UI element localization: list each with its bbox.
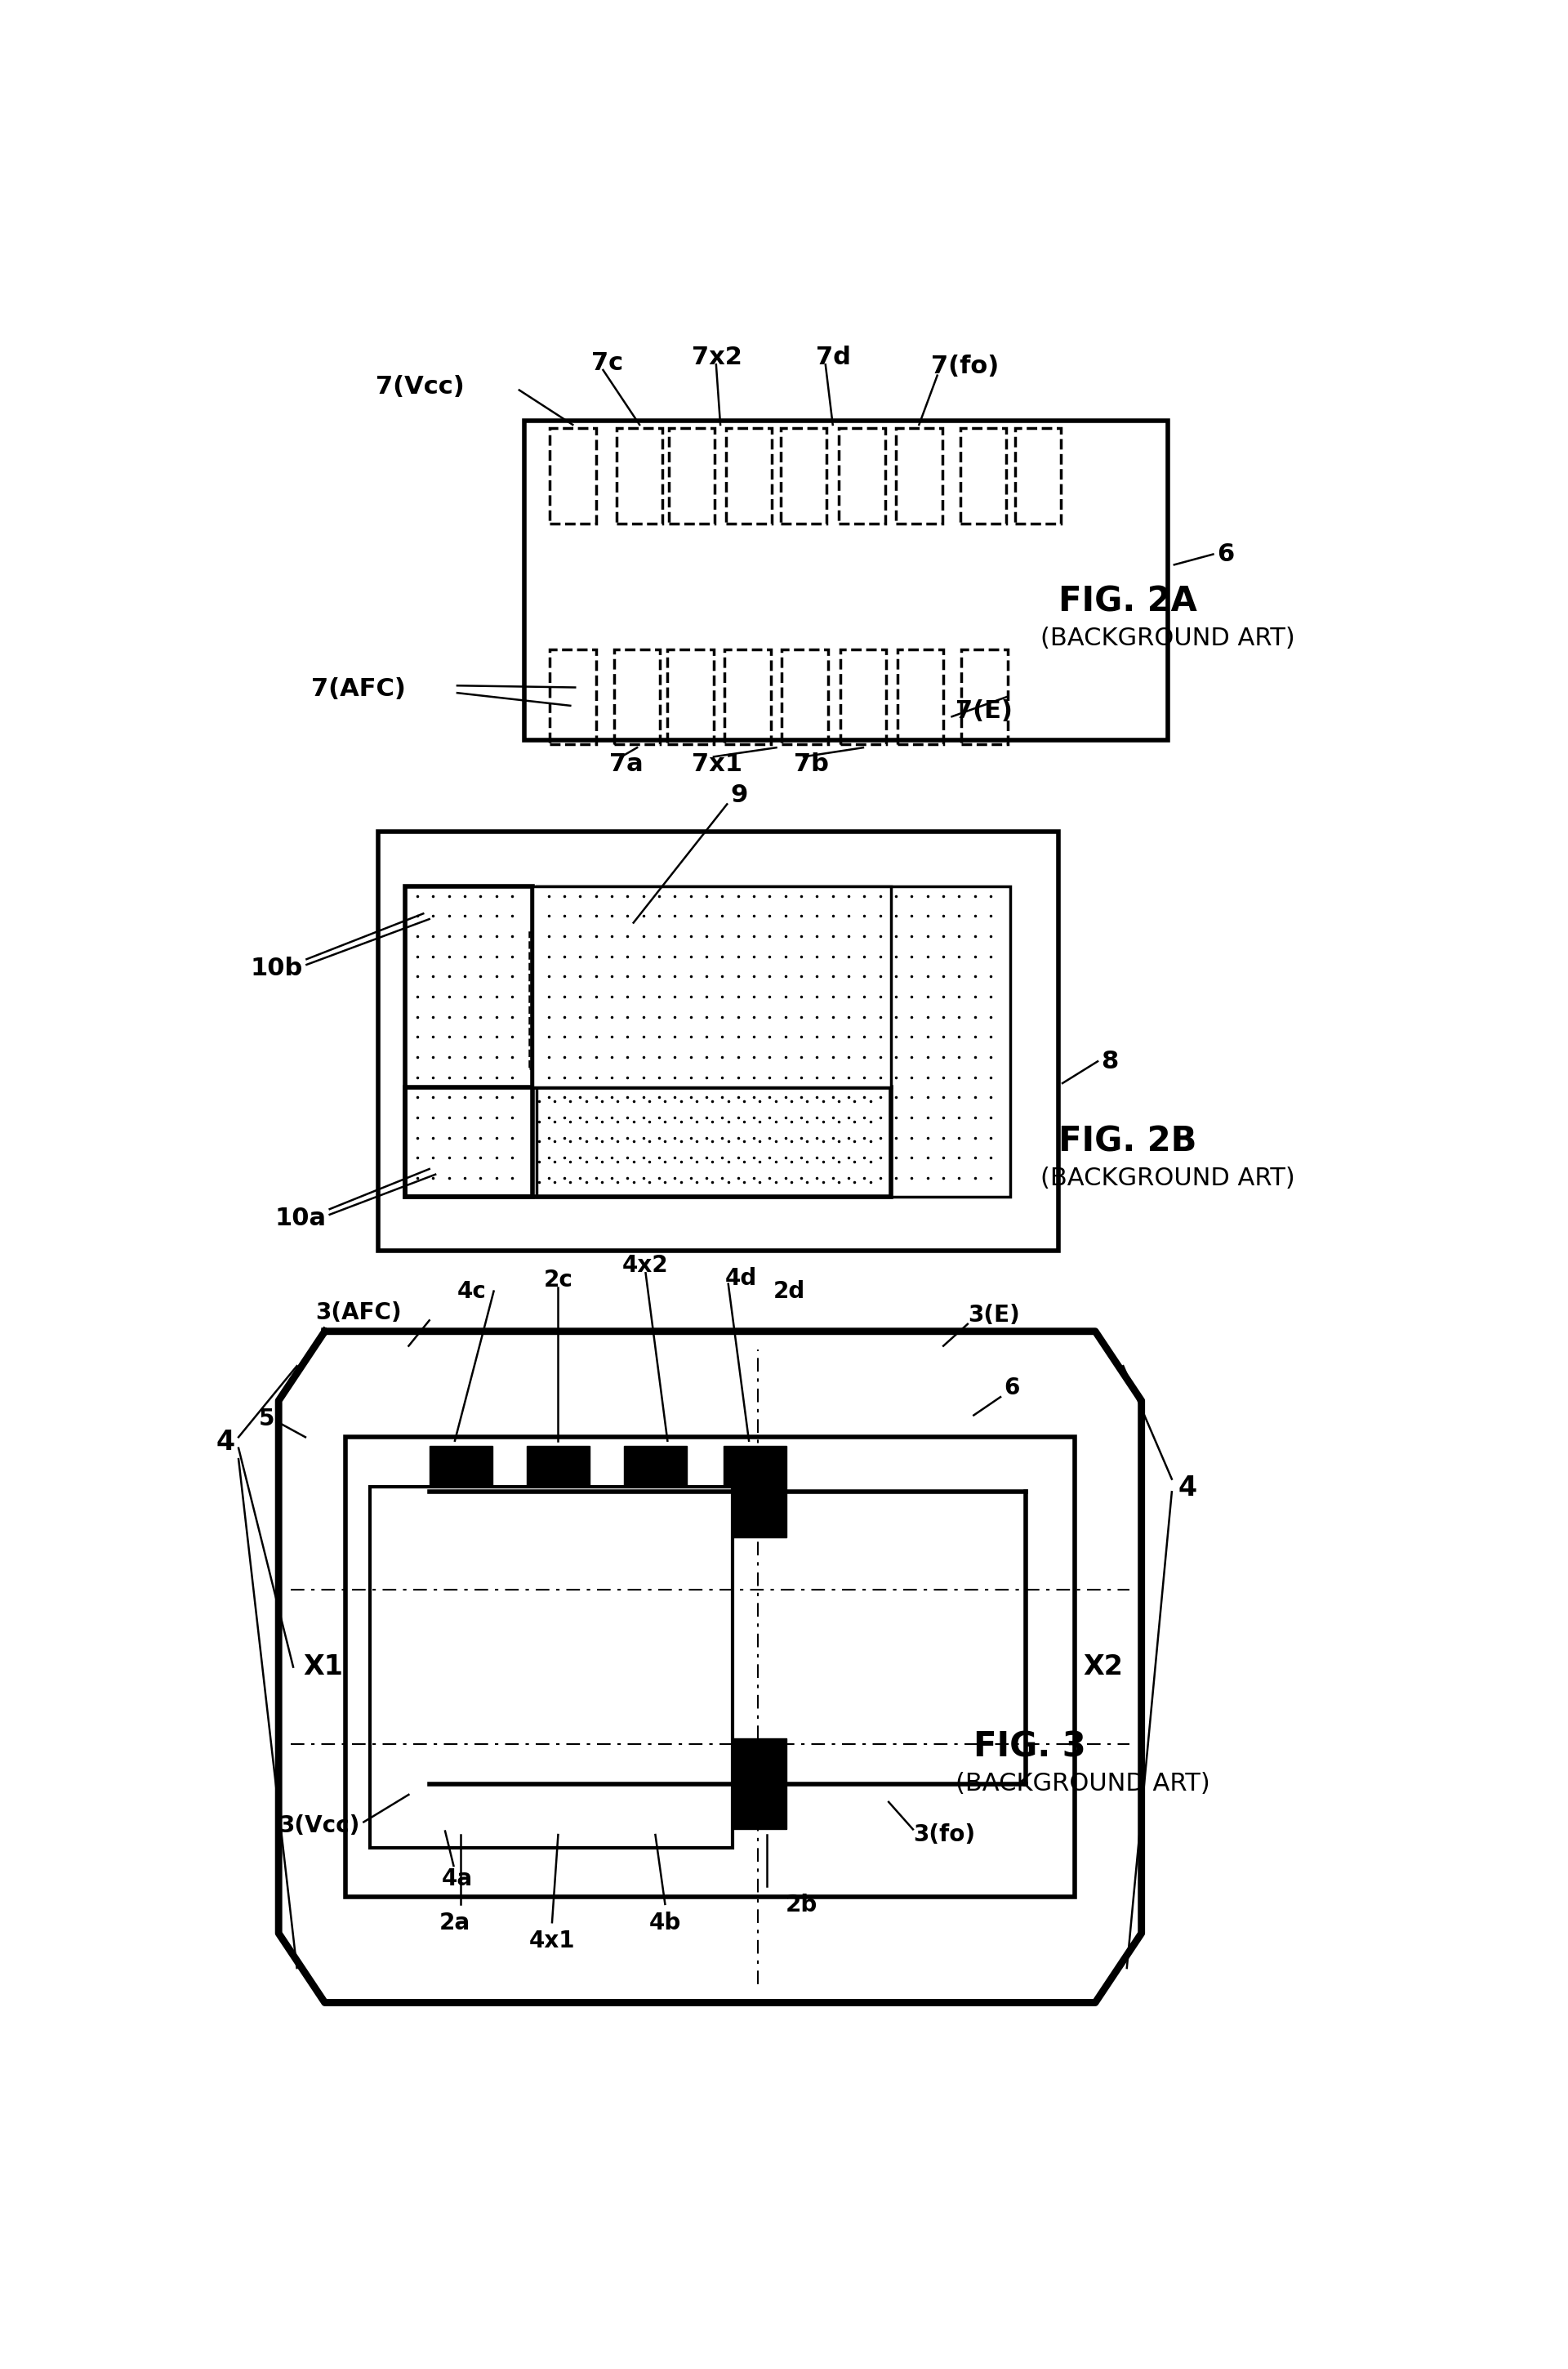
Bar <box>524 422 1168 739</box>
Bar <box>550 649 596 744</box>
Bar <box>527 1739 590 1829</box>
Text: FIG. 2A: FIG. 2A <box>1058 585 1198 618</box>
Text: 4d: 4d <box>724 1267 757 1289</box>
Bar <box>528 931 906 1068</box>
Polygon shape <box>279 1331 1142 2002</box>
Bar <box>405 1087 891 1196</box>
Bar <box>895 429 942 524</box>
Text: 7c: 7c <box>591 351 622 374</box>
Text: 2a: 2a <box>439 1912 470 1933</box>
Bar <box>405 886 533 1196</box>
Bar <box>840 649 886 744</box>
Text: 8: 8 <box>1101 1049 1118 1073</box>
Text: FIG. 3: FIG. 3 <box>974 1729 1087 1765</box>
Text: 3(Vcc): 3(Vcc) <box>279 1815 361 1836</box>
Text: 9: 9 <box>731 784 748 808</box>
Text: 4a: 4a <box>442 1867 474 1890</box>
Text: 7(fo): 7(fo) <box>931 355 999 379</box>
Bar <box>527 1445 590 1537</box>
Bar <box>430 1739 492 1829</box>
Bar <box>723 1739 787 1829</box>
Text: 7x1: 7x1 <box>691 753 742 777</box>
Bar <box>668 429 715 524</box>
Text: 3(E): 3(E) <box>967 1303 1019 1327</box>
Bar <box>345 1438 1074 1898</box>
Bar <box>726 429 771 524</box>
Bar <box>616 429 663 524</box>
Text: 10a: 10a <box>274 1206 326 1230</box>
Bar <box>723 1445 787 1537</box>
Bar <box>781 429 826 524</box>
Bar <box>897 649 944 744</box>
Text: 2b: 2b <box>786 1893 817 1917</box>
Text: 10b: 10b <box>251 957 303 981</box>
Bar <box>960 429 1007 524</box>
Text: 6: 6 <box>1217 543 1234 566</box>
Text: 4x1: 4x1 <box>528 1931 575 1952</box>
Text: 7a: 7a <box>608 753 643 777</box>
Text: 3(fo): 3(fo) <box>913 1824 975 1845</box>
Text: 7d: 7d <box>815 346 851 370</box>
Text: 2d: 2d <box>773 1279 806 1303</box>
Bar <box>370 1485 732 1848</box>
Bar <box>405 886 533 1196</box>
Bar <box>615 649 660 744</box>
Text: 7x2: 7x2 <box>691 346 742 370</box>
Text: 7(Vcc): 7(Vcc) <box>376 374 464 398</box>
Text: 5: 5 <box>259 1407 274 1431</box>
Text: 3(AFC): 3(AFC) <box>315 1301 401 1324</box>
Text: 4x2: 4x2 <box>622 1253 668 1277</box>
Text: 2c: 2c <box>544 1270 572 1291</box>
Bar <box>550 429 596 524</box>
Bar <box>1014 429 1062 524</box>
Text: X2: X2 <box>1083 1654 1123 1680</box>
Bar <box>839 429 884 524</box>
Text: 4: 4 <box>1178 1476 1196 1502</box>
Text: 7(AFC): 7(AFC) <box>312 678 406 701</box>
Bar <box>624 1739 687 1829</box>
Bar <box>668 649 713 744</box>
Bar <box>536 886 1010 1196</box>
Text: (BACKGROUND ART): (BACKGROUND ART) <box>955 1772 1210 1796</box>
Text: 6: 6 <box>1004 1376 1019 1400</box>
Text: (BACKGROUND ART): (BACKGROUND ART) <box>1041 1166 1295 1189</box>
Bar <box>624 1445 687 1537</box>
Bar <box>724 649 771 744</box>
Text: 4: 4 <box>216 1429 235 1457</box>
Text: 4c: 4c <box>458 1279 486 1303</box>
Text: (BACKGROUND ART): (BACKGROUND ART) <box>1041 625 1295 649</box>
Text: 7(E): 7(E) <box>955 699 1013 723</box>
Bar <box>533 886 891 1087</box>
Text: FIG. 2B: FIG. 2B <box>1058 1125 1196 1158</box>
Text: 4b: 4b <box>649 1912 681 1933</box>
Text: 7b: 7b <box>793 753 829 777</box>
Text: X1: X1 <box>303 1654 343 1680</box>
Bar <box>536 891 887 1080</box>
Bar <box>961 649 1008 744</box>
Bar <box>405 1087 891 1196</box>
Bar <box>782 649 828 744</box>
Bar <box>378 832 1058 1251</box>
Bar <box>430 1445 492 1537</box>
